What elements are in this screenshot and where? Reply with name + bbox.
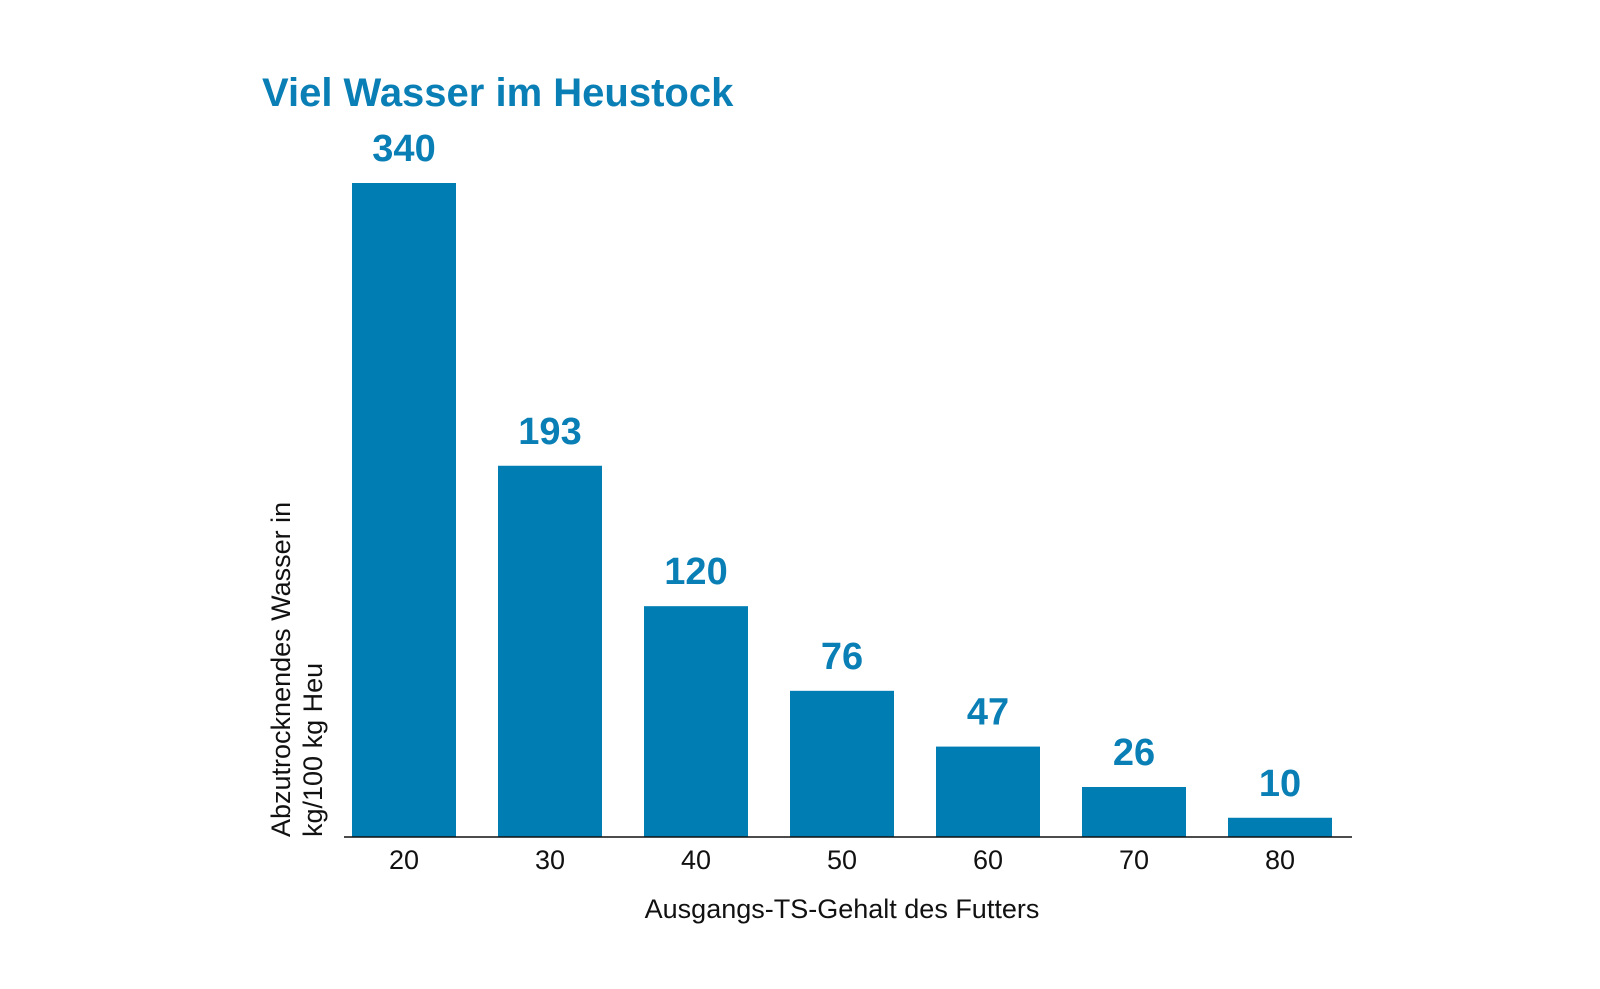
y-axis-title-line-2: kg/100 kg Heu [298, 663, 328, 837]
x-tick-label-50: 50 [827, 845, 857, 875]
x-tick-label-70: 70 [1119, 845, 1149, 875]
bar-30 [498, 465, 602, 837]
value-label-30: 193 [518, 411, 581, 453]
value-label-40: 120 [664, 551, 727, 593]
y-axis-title-line-1: Abzutrocknendes Wasser in [266, 502, 296, 837]
bar-70 [1082, 786, 1186, 837]
value-label-60: 47 [967, 692, 1009, 734]
bar-40 [644, 606, 748, 837]
value-label-80: 10 [1259, 763, 1301, 805]
y-axis-title: Abzutrocknendes Wasser in kg/100 kg Heu [266, 494, 328, 837]
value-label-70: 26 [1113, 732, 1155, 774]
bar-80 [1228, 817, 1332, 837]
bar-20 [352, 183, 456, 837]
x-axis-title: Ausgangs-TS-Gehalt des Futters [645, 894, 1040, 924]
value-labels-group: 340 193 120 76 47 26 10 [372, 128, 1301, 805]
bar-50 [790, 690, 894, 837]
x-tick-label-30: 30 [535, 845, 565, 875]
chart-title: Viel Wasser im Heustock [262, 71, 734, 115]
bars-group [352, 183, 1332, 837]
x-tick-labels: 20 30 40 50 60 70 80 [389, 845, 1295, 875]
x-tick-label-80: 80 [1265, 845, 1295, 875]
x-tick-label-40: 40 [681, 845, 711, 875]
x-tick-label-20: 20 [389, 845, 419, 875]
bar-60 [936, 746, 1040, 837]
x-tick-label-60: 60 [973, 845, 1003, 875]
value-label-20: 340 [372, 128, 435, 170]
value-label-50: 76 [821, 636, 863, 678]
